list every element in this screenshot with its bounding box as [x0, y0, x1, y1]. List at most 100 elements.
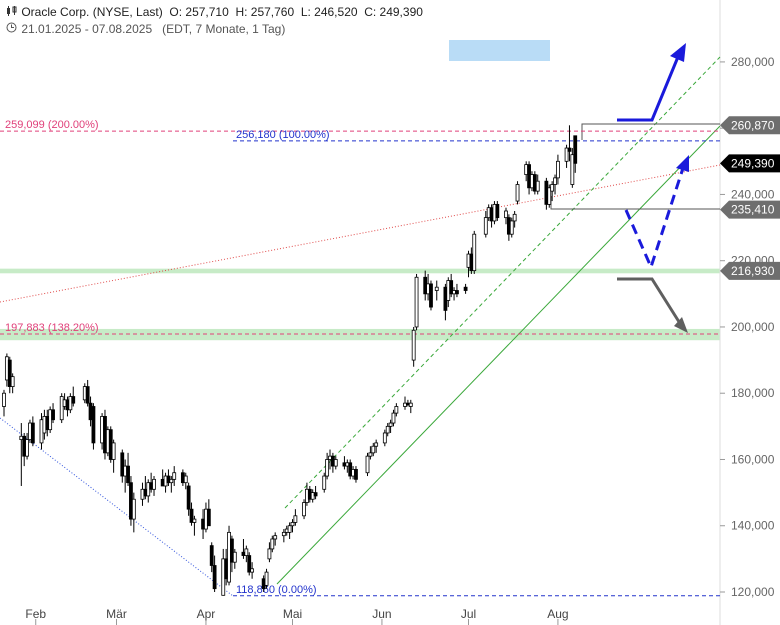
candle-2025-04-04	[212, 555, 217, 592]
candle-2025-05-23	[354, 466, 358, 483]
candle-body	[509, 220, 514, 235]
candle-body	[10, 376, 15, 387]
candle-body	[264, 571, 269, 586]
candle-body	[515, 184, 520, 202]
candle-body	[273, 535, 278, 540]
y-tick-label: 180,000	[731, 386, 775, 400]
candle-body	[169, 478, 174, 484]
candle-2025-06-18	[429, 280, 433, 311]
candle-2025-05-05	[302, 499, 306, 520]
candle-2025-06-30	[463, 283, 468, 294]
candle-2025-05-02	[293, 509, 298, 526]
candle-2025-03-26	[186, 482, 191, 516]
candle-2025-02-19	[85, 379, 90, 407]
chart-header-line2: 21.01.2025 - 07.08.2025 (EDT, 7 Monate, …	[6, 22, 285, 36]
candle-body	[131, 498, 136, 520]
candle-2025-04-23	[267, 542, 272, 563]
level-label-0: 259,099 (200.00%)	[5, 119, 99, 131]
candle-2025-04-17	[250, 562, 255, 579]
candle-body	[472, 233, 477, 272]
candle-body	[192, 518, 197, 523]
bullish-arrow	[617, 51, 682, 122]
candle-body	[281, 531, 286, 537]
instrument-name: Oracle Corp. (NYSE, Last)	[21, 5, 163, 19]
candle-2025-01-23	[7, 356, 12, 394]
price-tag-label: 260,870	[731, 118, 775, 132]
candle-2025-04-03	[209, 542, 214, 573]
candle-body	[385, 425, 390, 434]
y-tick-label: 160,000	[731, 452, 775, 466]
candle-body	[172, 472, 177, 480]
candle-2025-07-30	[550, 181, 555, 202]
candle-body	[567, 147, 572, 152]
candle-body	[25, 439, 29, 457]
candle-2025-01-29	[25, 432, 29, 460]
candle-2025-07-03	[472, 230, 477, 274]
candle-2025-04-22	[264, 568, 269, 589]
candle-body	[411, 329, 416, 361]
candle-body	[449, 280, 454, 295]
price-tag-1	[720, 154, 780, 173]
candle-2025-06-02	[382, 429, 387, 447]
candle-body	[414, 276, 419, 328]
candle-2025-04-25	[273, 532, 278, 546]
candle-2025-05-01	[290, 519, 295, 533]
candle-2025-03-07	[131, 492, 136, 533]
candle-body	[556, 160, 560, 179]
price-tag-0	[720, 116, 780, 135]
candle-2025-03-21	[172, 466, 177, 486]
chart-header-line1: Oracle Corp. (NYSE, Last) O: 257,710 H: …	[6, 5, 423, 19]
candle-2025-05-29	[371, 442, 376, 457]
candle-2025-04-11	[232, 548, 237, 569]
candle-2025-05-16	[333, 456, 338, 470]
candle-2025-04-24	[270, 535, 275, 553]
candle-2025-03-25	[183, 472, 188, 490]
candle-2025-02-28	[111, 439, 116, 473]
y-tick-label: 120,000	[731, 585, 775, 599]
candle-2025-02-07	[51, 403, 55, 424]
candle-body	[374, 442, 379, 447]
timeframe-info: (EDT, 7 Monate, 1 Tag)	[162, 22, 286, 36]
candle-2025-07-14	[504, 207, 508, 225]
candle-2025-03-03	[120, 449, 125, 483]
candle-2025-01-24	[10, 373, 15, 394]
candle-body	[547, 187, 552, 205]
candle-body	[504, 210, 508, 219]
candle-body	[206, 508, 211, 527]
x-tick-label: Aug	[547, 607, 568, 621]
candle-body	[126, 465, 130, 484]
candle-2025-04-28	[281, 529, 286, 543]
candle-2025-01-31	[30, 416, 35, 447]
ohlc-values: O: 257,710 H: 257,760 L: 246,520 C: 249,…	[169, 5, 423, 19]
x-tick-label: Apr	[197, 607, 216, 621]
candle-2025-02-10	[59, 393, 64, 424]
candle-2025-06-25	[449, 273, 454, 298]
date-range: 21.01.2025 - 07.08.2025	[21, 22, 153, 36]
candle-2025-05-12	[322, 472, 327, 493]
candle-2025-04-30	[287, 522, 292, 539]
support-zone-0	[0, 328, 720, 341]
candle-body	[111, 442, 116, 460]
candle-body	[270, 538, 275, 550]
candle-2025-07-18	[515, 181, 520, 205]
candle-2025-04-15	[244, 545, 249, 563]
candle-2025-07-07	[483, 211, 488, 238]
resistance-marker	[581, 123, 720, 140]
candle-body	[59, 396, 64, 421]
candle-body	[429, 283, 433, 308]
level-label-1: 256,180 (100.00%)	[236, 129, 330, 141]
candle-2025-06-13	[414, 273, 419, 331]
y-tick-label: 240,000	[731, 187, 775, 201]
candle-2025-08-04	[564, 144, 569, 168]
candle-2025-03-27	[189, 502, 194, 526]
x-tick-label: Mär	[106, 607, 127, 621]
clock-icon	[6, 22, 18, 36]
candle-body	[290, 522, 295, 527]
candle-2025-03-05	[126, 452, 130, 486]
candle-body	[186, 485, 191, 510]
candle-body	[30, 422, 35, 444]
candle-2025-06-03	[385, 423, 390, 437]
correction-arrow	[624, 164, 686, 272]
candle-2025-07-25	[535, 174, 540, 195]
